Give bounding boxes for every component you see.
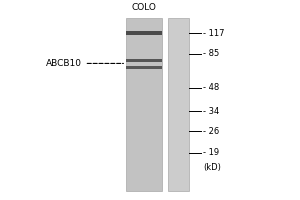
Text: COLO: COLO — [132, 3, 157, 12]
Text: - 117: - 117 — [203, 29, 225, 38]
Bar — [168, 18, 189, 191]
Bar — [126, 66, 162, 69]
Text: ABCB10: ABCB10 — [46, 59, 123, 68]
Text: (kD): (kD) — [203, 163, 221, 172]
Bar — [126, 18, 162, 191]
Text: - 85: - 85 — [203, 49, 220, 58]
Bar — [126, 59, 162, 62]
Bar — [126, 31, 162, 35]
Text: - 19: - 19 — [203, 148, 220, 157]
Text: - 34: - 34 — [203, 107, 220, 116]
Text: - 48: - 48 — [203, 83, 220, 92]
Text: - 26: - 26 — [203, 127, 220, 136]
